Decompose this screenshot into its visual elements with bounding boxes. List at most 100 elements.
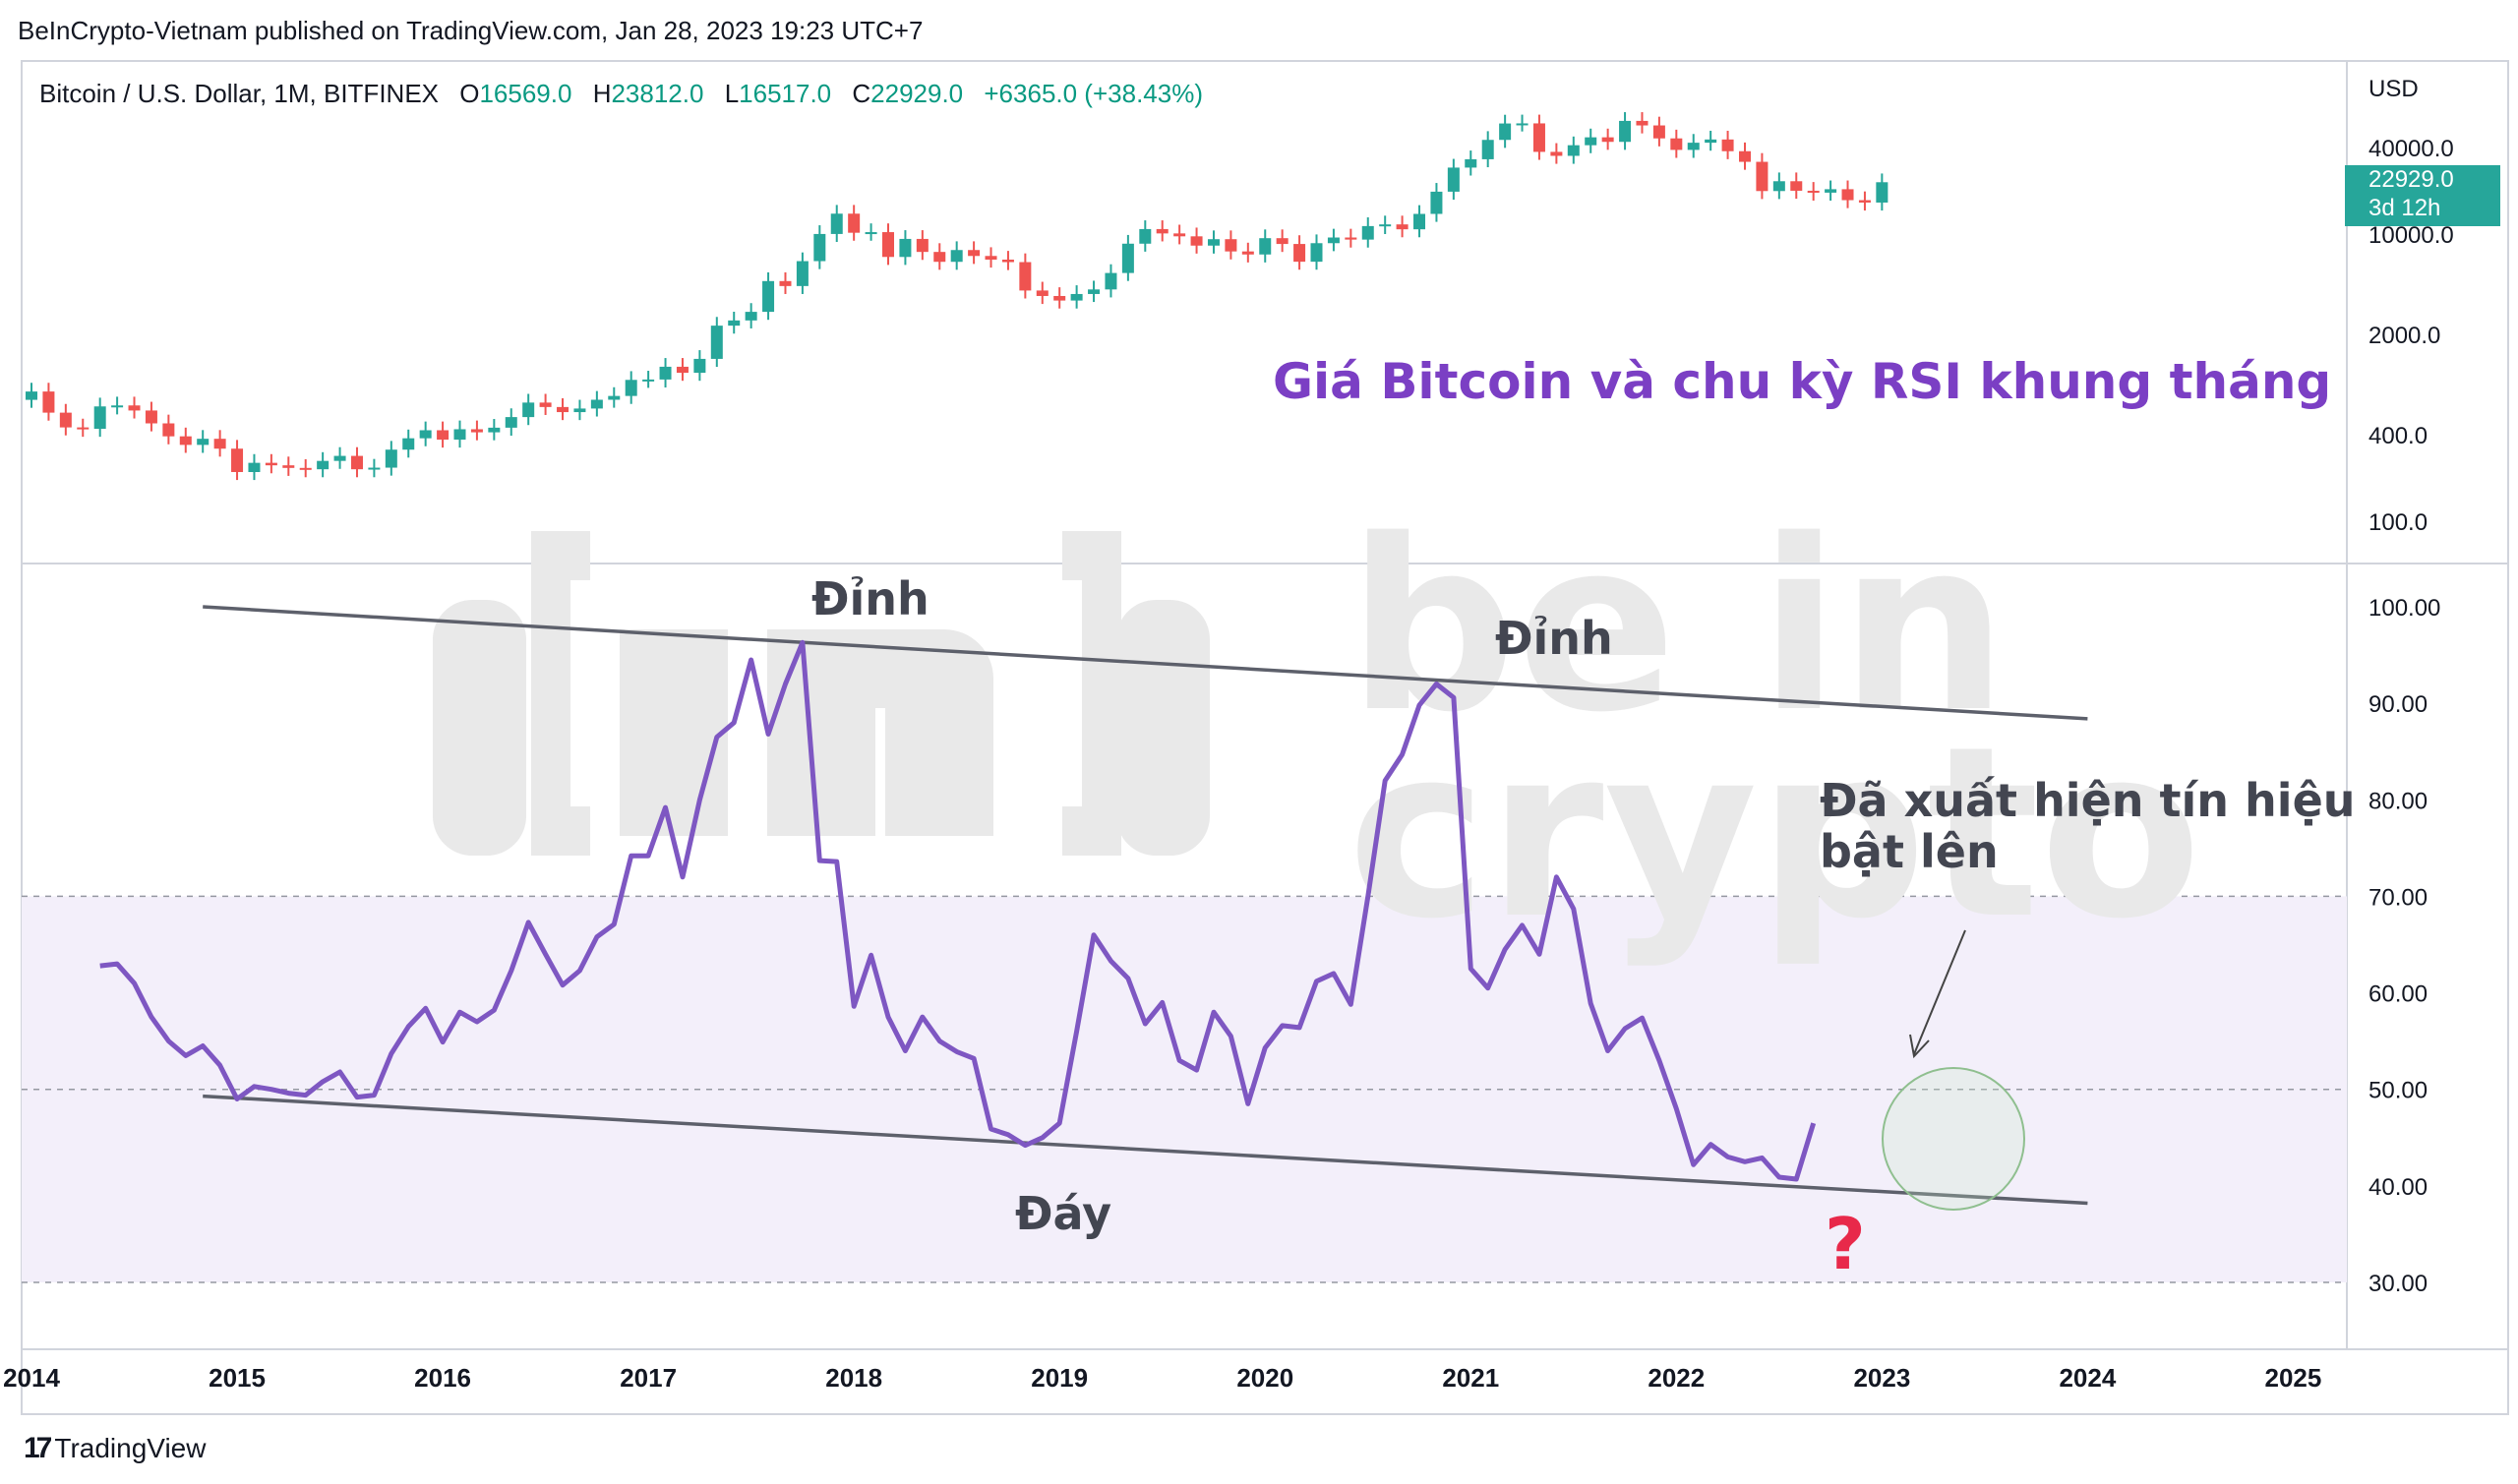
candle-body	[1310, 243, 1323, 263]
close-label: C	[852, 79, 871, 108]
rsi-tick-label: 50.00	[2368, 1078, 2428, 1104]
watermark-n	[767, 629, 993, 836]
candle-body	[1772, 181, 1785, 192]
candle-body	[26, 391, 37, 400]
candle-body	[1585, 137, 1597, 146]
candle-body	[437, 430, 450, 441]
watermark-logo	[531, 531, 1121, 856]
candle-body	[1327, 237, 1340, 244]
price-axis: 40000.0 10000.0 2000.0 400.0 100.0	[2368, 136, 2454, 536]
question-mark: ?	[1825, 1203, 1866, 1285]
rsi-tick-label: 40.00	[2368, 1174, 2428, 1201]
publish-attribution: BeInCrypto-Vietnam published on TradingV…	[18, 16, 924, 45]
candle-body	[162, 423, 175, 437]
candle-body	[1225, 239, 1237, 252]
time-tick-label: 2015	[209, 1363, 266, 1393]
candle-body	[865, 232, 877, 235]
price-tick-label: 2000.0	[2368, 323, 2440, 349]
price-tick-label: 40000.0	[2368, 136, 2454, 162]
price-tick-label: 10000.0	[2368, 222, 2454, 249]
time-tick-label: 2025	[2265, 1363, 2322, 1393]
last-price-value: 22929.0	[2368, 166, 2454, 193]
candle-body	[1001, 259, 1014, 263]
candle-body	[1739, 150, 1751, 162]
rsi-trendlines	[203, 605, 2088, 1206]
candle-body	[470, 429, 483, 433]
candle-body	[933, 252, 946, 263]
rsi-tick-label: 80.00	[2368, 788, 2428, 814]
candle-body	[1361, 225, 1374, 240]
currency-label: USD	[2368, 76, 2419, 102]
rsi-tick-label: 70.00	[2368, 884, 2428, 911]
candle-body	[1705, 139, 1717, 144]
candle-body	[882, 232, 894, 258]
candle-body	[693, 358, 706, 374]
candle-body	[1790, 181, 1803, 191]
time-tick-label: 2014	[3, 1363, 60, 1393]
candle-body	[1088, 289, 1101, 294]
candle-body	[557, 406, 570, 413]
candle-body	[1036, 290, 1049, 296]
candle-body	[128, 405, 141, 411]
candle-body	[1019, 262, 1032, 291]
candle-body	[1481, 140, 1494, 159]
time-tick-label: 2020	[1236, 1363, 1293, 1393]
candle-body	[728, 320, 741, 326]
candle-body	[848, 213, 861, 233]
candle-body	[522, 402, 535, 418]
candle-body	[1396, 224, 1409, 230]
rsi-tick-label: 100.00	[2368, 595, 2440, 622]
candle-body	[419, 430, 432, 439]
candle-body	[1567, 145, 1580, 156]
peak-label-2: Đỉnh	[1495, 612, 1613, 665]
candle-body	[899, 238, 912, 258]
candle-body	[813, 233, 826, 262]
time-tick-label: 2018	[825, 1363, 882, 1393]
candle-body	[1276, 238, 1289, 245]
signal-label-line1: Đã xuất hiện tín hiệu	[1820, 774, 2356, 827]
candle-body	[1345, 237, 1357, 240]
candlestick-series	[26, 112, 1888, 481]
candle-body	[1413, 213, 1426, 230]
tradingview-logo[interactable]: 17 TradingView	[24, 1432, 206, 1465]
watermark-bracket-right	[1116, 600, 1210, 856]
candle-body	[985, 256, 997, 260]
time-tick-label: 2017	[620, 1363, 677, 1393]
candle-body	[145, 410, 157, 424]
symbol-name[interactable]: Bitcoin / U.S. Dollar, 1M, BITFINEX	[39, 79, 439, 108]
time-tick-label: 2022	[1648, 1363, 1705, 1393]
watermark-line1: be in	[1348, 489, 2008, 764]
candle-body	[248, 462, 261, 472]
candle-body	[1190, 236, 1203, 246]
candle-body	[1619, 120, 1632, 143]
candle-body	[385, 449, 397, 468]
candle-body	[710, 326, 723, 359]
candle-body	[608, 395, 621, 400]
time-tick-label: 2016	[414, 1363, 471, 1393]
candle-body	[625, 380, 637, 396]
candle-body	[77, 427, 90, 430]
candle-body	[1053, 295, 1066, 301]
rsi-tick-label: 30.00	[2368, 1271, 2428, 1297]
candle-body	[659, 366, 672, 380]
candle-body	[642, 379, 655, 382]
candle-body	[299, 467, 312, 470]
candle-body	[779, 280, 792, 286]
candle-body	[1670, 138, 1683, 150]
watermark-bracket-left	[433, 600, 526, 856]
candle-body	[231, 448, 244, 472]
last-price-label: 22929.0 3d 12h	[2345, 165, 2500, 226]
candle-body	[1121, 243, 1134, 273]
candle-body	[1379, 224, 1392, 227]
time-tick-label: 2021	[1442, 1363, 1499, 1393]
candle-body	[1516, 123, 1529, 126]
candle-body	[317, 460, 330, 470]
price-tick-label: 400.0	[2368, 423, 2428, 449]
candle-body	[93, 406, 106, 430]
candle-body	[1173, 233, 1186, 237]
close-value: 22929.0	[870, 79, 964, 108]
candle-body	[745, 312, 757, 321]
candle-body	[1687, 143, 1700, 150]
candle-body	[59, 412, 72, 428]
